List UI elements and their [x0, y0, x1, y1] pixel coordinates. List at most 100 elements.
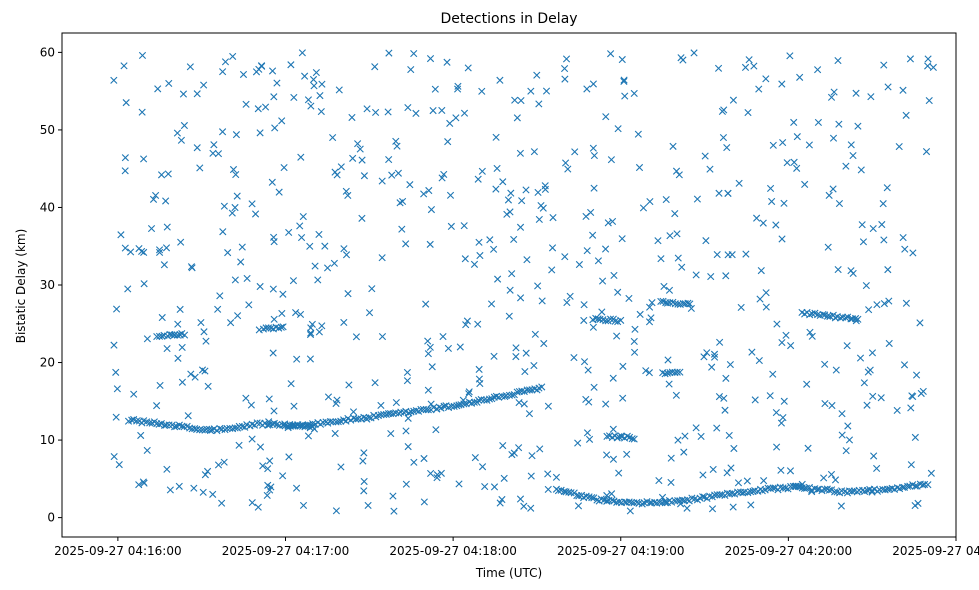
y-tick-label-5: 50: [40, 123, 55, 137]
detection-point-948: [834, 265, 842, 274]
detection-point-649: [585, 398, 593, 406]
detection-point-921: [186, 63, 194, 71]
detection-point-16: [165, 421, 173, 429]
detection-point-477: [821, 360, 829, 368]
detection-point-846: [307, 102, 315, 110]
detection-point-151: [475, 396, 483, 404]
detection-point-447: [239, 70, 248, 79]
detection-point-900: [778, 338, 786, 347]
detection-point-893: [517, 96, 525, 105]
detection-point-969: [324, 393, 333, 401]
detection-point-519: [580, 316, 588, 325]
detection-point-878: [390, 507, 398, 515]
detection-point-776: [289, 277, 298, 285]
detection-point-664: [523, 256, 531, 264]
detection-point-835: [880, 236, 888, 244]
detection-point-533: [583, 429, 592, 437]
detection-point-562: [522, 349, 530, 357]
detection-point-641: [438, 174, 446, 182]
detection-point-987: [796, 73, 804, 81]
detection-point-707: [512, 344, 520, 352]
detection-point-418: [389, 492, 397, 500]
detection-point-45: [238, 422, 246, 431]
detection-point-740: [443, 58, 451, 66]
detection-point-898: [117, 231, 125, 239]
detection-point-990: [561, 253, 569, 261]
detection-point-209: [633, 498, 641, 506]
detection-point-983: [163, 223, 171, 231]
detection-point-93: [329, 418, 337, 426]
detection-point-696: [618, 55, 626, 64]
detection-point-845: [516, 223, 525, 231]
detection-point-1071: [314, 276, 322, 284]
detection-point-507: [779, 138, 787, 147]
detection-point-1096: [333, 171, 341, 179]
detection-point-769: [619, 362, 627, 370]
detection-point-858: [256, 129, 264, 137]
detection-point-749: [562, 55, 571, 63]
detection-point-638: [665, 380, 673, 388]
detection-point-500: [460, 222, 468, 230]
detection-point-570: [224, 249, 232, 257]
detection-point-732: [924, 55, 932, 63]
detection-point-171: [525, 386, 534, 394]
detection-point-355: [666, 299, 674, 307]
detection-point-775: [602, 113, 610, 121]
detection-point-673: [520, 400, 528, 408]
detection-point-826: [537, 201, 545, 210]
detection-point-550: [170, 331, 178, 339]
detection-point-484: [214, 461, 223, 469]
detection-point-931: [674, 436, 682, 444]
detection-point-894: [756, 295, 764, 303]
detection-point-522: [279, 290, 287, 298]
detection-point-416: [676, 368, 684, 376]
detection-point-786: [404, 443, 412, 451]
detection-point-1057: [202, 337, 210, 345]
detection-point-1043: [869, 224, 877, 233]
detection-point-618: [256, 443, 265, 451]
detection-point-662: [220, 458, 228, 466]
detection-point-713: [478, 87, 486, 95]
detection-point-372: [819, 310, 827, 319]
detection-point-421: [360, 172, 368, 180]
detection-point-784: [614, 125, 622, 133]
detection-point-49: [248, 420, 256, 428]
detection-point-789: [429, 107, 437, 115]
detection-point-1075: [548, 266, 556, 274]
detection-point-370: [814, 311, 822, 319]
detection-point-874: [625, 294, 633, 303]
detection-point-884: [122, 99, 130, 107]
detection-point-441: [726, 360, 734, 369]
detection-point-1067: [589, 80, 597, 88]
detection-point-934: [475, 365, 483, 373]
detection-point-1023: [499, 178, 507, 186]
detection-point-1009: [476, 379, 484, 388]
detection-point-561: [873, 301, 881, 309]
detection-point-681: [702, 237, 710, 245]
detection-point-646: [806, 328, 814, 336]
detection-point-825: [193, 90, 201, 98]
detection-point-781: [589, 323, 597, 331]
detection-point-778: [455, 480, 463, 488]
detection-point-1038: [162, 244, 171, 252]
detection-point-848: [780, 397, 788, 405]
detection-point-686: [315, 230, 323, 239]
detection-point-854: [773, 320, 781, 328]
detection-point-613: [235, 441, 243, 449]
detection-point-688: [681, 432, 689, 440]
detection-point-632: [837, 502, 845, 510]
detection-point-650: [248, 435, 256, 443]
detection-point-843: [862, 281, 870, 290]
detection-point-164: [508, 391, 516, 399]
detection-point-964: [203, 467, 212, 475]
detection-point-820: [748, 348, 756, 356]
detection-point-703: [363, 105, 371, 113]
detection-point-31: [203, 425, 211, 433]
detection-point-925: [371, 63, 379, 71]
detection-point-1070: [583, 247, 591, 255]
detection-point-652: [665, 286, 674, 294]
detection-point-799: [496, 76, 504, 84]
detection-point-979: [407, 65, 415, 74]
detection-point-657: [290, 93, 298, 102]
detection-point-977: [264, 465, 272, 473]
